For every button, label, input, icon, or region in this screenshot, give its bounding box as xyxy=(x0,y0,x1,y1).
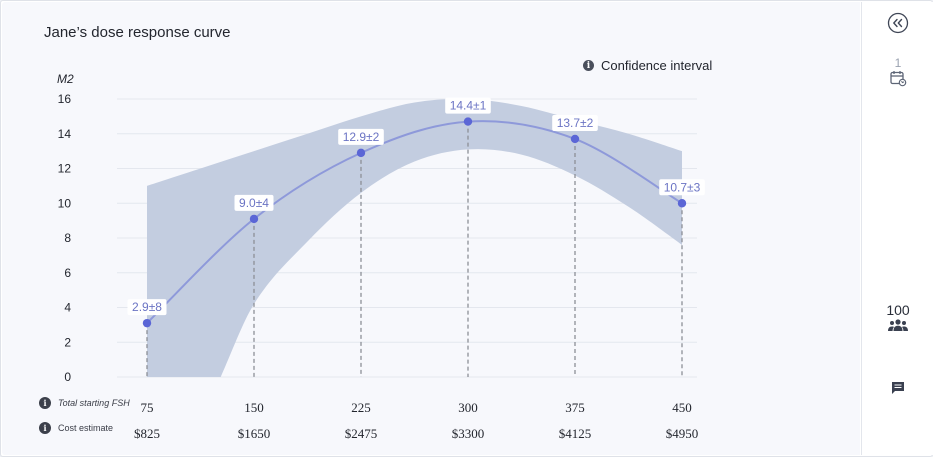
x-tick-label: 375 xyxy=(565,400,585,415)
response-curve xyxy=(146,120,683,324)
y-tick-label: 0 xyxy=(64,370,71,384)
comments-button[interactable] xyxy=(862,380,933,396)
chart-panel: Jane’s dose response curve i Confidence … xyxy=(2,2,860,455)
data-label-bg xyxy=(234,194,274,211)
data-label: 2.9±8 xyxy=(132,300,162,314)
cost-row-label-text: Cost estimate xyxy=(58,423,114,433)
data-label-bg xyxy=(127,299,167,316)
data-point xyxy=(463,117,473,126)
confidence-band xyxy=(147,98,682,377)
calendar-count: 1 xyxy=(894,56,902,70)
info-icon: i xyxy=(583,60,594,71)
fsh-row-label: i Total starting FSH xyxy=(39,397,130,409)
data-label: 14.4±1 xyxy=(450,99,487,113)
y-tick-label: 4 xyxy=(64,301,71,315)
info-icon[interactable]: i xyxy=(39,422,51,434)
calendar-history-button[interactable]: 1 xyxy=(862,57,933,87)
patients-button[interactable]: 100 xyxy=(862,302,933,332)
data-point xyxy=(356,148,366,158)
x-tick-label: 300 xyxy=(458,400,478,415)
x-tick-label: 75 xyxy=(141,400,154,415)
cost-label: $4125 xyxy=(559,426,592,441)
y-tick-label: 2 xyxy=(64,335,71,349)
cost-label: $2475 xyxy=(345,426,378,441)
data-label-bg xyxy=(338,128,384,145)
x-tick-label: 150 xyxy=(244,400,264,415)
dose-response-plot: 0 2 4 6 8 10 12 14 16 2.9±8 9.0±4 12.9±2 14.4±1 13.7±… xyxy=(58,92,705,441)
y-tick-label: 10 xyxy=(58,196,72,210)
right-sidebar: 1 100 xyxy=(861,2,933,455)
cost-label: $1650 xyxy=(238,426,271,441)
cost-label: $4950 xyxy=(666,426,699,441)
calendar-refresh-icon xyxy=(890,71,907,87)
patients-count: 100 xyxy=(886,302,910,318)
y-axis-label: M2 xyxy=(57,72,74,86)
comment-icon xyxy=(892,382,904,394)
cost-label: $3300 xyxy=(452,426,485,441)
data-point xyxy=(677,199,687,208)
x-tick-label: 225 xyxy=(351,400,371,415)
y-tick-label: 12 xyxy=(58,162,72,176)
data-label-bg xyxy=(659,179,705,196)
fsh-row-label-text: Total starting FSH xyxy=(58,398,130,408)
cost-label: $825 xyxy=(134,426,160,441)
double-chevron-left-icon xyxy=(887,12,909,34)
chart-title: Jane’s dose response curve xyxy=(44,24,231,41)
data-label: 13.7±2 xyxy=(557,116,594,130)
info-icon[interactable]: i xyxy=(39,397,51,409)
x-tick-label: 450 xyxy=(672,400,692,415)
data-label: 10.7±3 xyxy=(664,180,701,194)
y-tick-label: 14 xyxy=(58,127,72,141)
legend-label: Confidence interval xyxy=(601,58,713,73)
data-label-bg xyxy=(552,114,598,131)
y-tick-label: 8 xyxy=(64,231,71,245)
data-label-bg xyxy=(445,97,491,114)
cost-row-label: i Cost estimate xyxy=(39,422,113,434)
data-point xyxy=(249,214,259,224)
data-point xyxy=(142,318,152,328)
data-point xyxy=(570,134,580,144)
legend[interactable]: i Confidence interval xyxy=(583,58,712,73)
data-label: 12.9±2 xyxy=(343,130,380,144)
y-tick-label: 6 xyxy=(64,266,71,280)
group-icon xyxy=(888,319,908,331)
y-tick-label: 16 xyxy=(58,92,72,106)
collapse-button[interactable] xyxy=(862,12,933,34)
data-label: 9.0±4 xyxy=(239,196,269,210)
